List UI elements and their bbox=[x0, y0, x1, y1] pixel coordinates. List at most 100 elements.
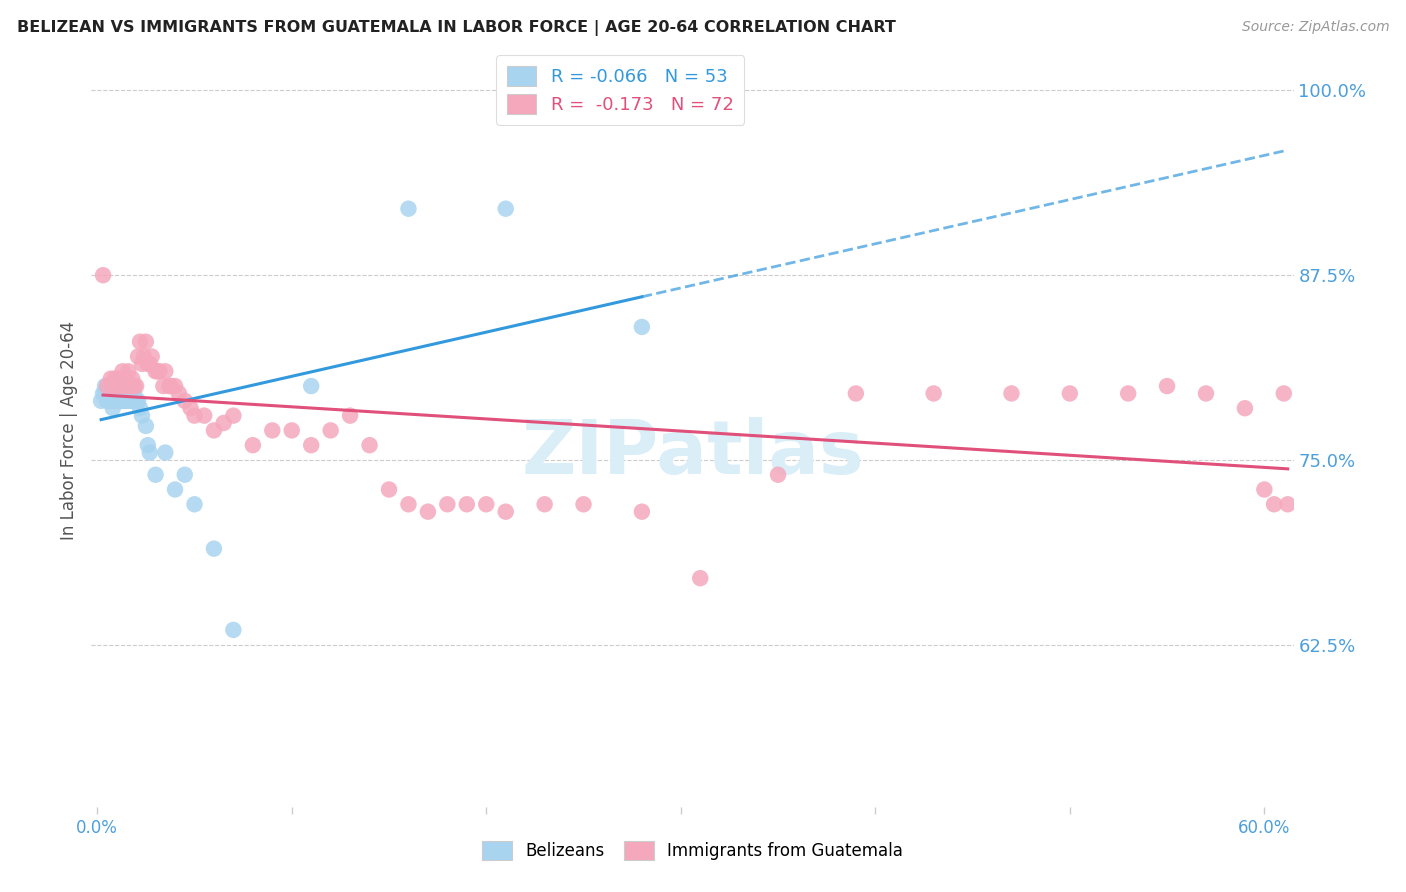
Point bbox=[129, 334, 152, 349]
Point bbox=[416, 505, 439, 519]
Point bbox=[160, 379, 183, 393]
Point bbox=[97, 393, 120, 408]
Point bbox=[495, 202, 517, 216]
Point bbox=[94, 386, 117, 401]
Point bbox=[121, 386, 143, 401]
Point bbox=[96, 393, 118, 408]
Point bbox=[117, 364, 139, 378]
Point bbox=[845, 386, 868, 401]
Point bbox=[105, 393, 128, 408]
Point bbox=[115, 379, 138, 393]
Point bbox=[115, 372, 138, 386]
Point bbox=[101, 393, 124, 408]
Point bbox=[495, 505, 517, 519]
Point bbox=[117, 386, 139, 401]
Point bbox=[110, 379, 132, 393]
Point bbox=[96, 379, 118, 393]
Point bbox=[533, 497, 555, 511]
Point bbox=[631, 505, 654, 519]
Point bbox=[193, 409, 215, 423]
Point bbox=[94, 379, 117, 393]
Point bbox=[1195, 386, 1218, 401]
Point bbox=[127, 393, 149, 408]
Point bbox=[105, 386, 128, 401]
Point bbox=[173, 467, 195, 482]
Point bbox=[145, 364, 167, 378]
Point bbox=[111, 364, 134, 378]
Point bbox=[104, 393, 127, 408]
Point bbox=[107, 393, 129, 408]
Point bbox=[359, 438, 381, 452]
Point bbox=[319, 424, 342, 438]
Point bbox=[1253, 483, 1275, 497]
Point bbox=[212, 416, 235, 430]
Point bbox=[1116, 386, 1139, 401]
Point bbox=[378, 483, 401, 497]
Point bbox=[135, 419, 157, 434]
Point bbox=[91, 386, 114, 401]
Point bbox=[136, 438, 159, 452]
Point bbox=[135, 334, 157, 349]
Text: BELIZEAN VS IMMIGRANTS FROM GUATEMALA IN LABOR FORCE | AGE 20-64 CORRELATION CHA: BELIZEAN VS IMMIGRANTS FROM GUATEMALA IN… bbox=[17, 20, 896, 36]
Point bbox=[1277, 497, 1299, 511]
Point bbox=[105, 386, 128, 401]
Point bbox=[572, 497, 595, 511]
Point bbox=[631, 320, 654, 334]
Point bbox=[120, 379, 142, 393]
Point bbox=[122, 379, 145, 393]
Point bbox=[173, 393, 195, 408]
Point bbox=[110, 393, 132, 408]
Point bbox=[117, 393, 139, 408]
Point bbox=[281, 424, 304, 438]
Point bbox=[122, 393, 145, 408]
Point bbox=[1156, 379, 1178, 393]
Point bbox=[148, 364, 170, 378]
Point bbox=[125, 379, 148, 393]
Point bbox=[100, 372, 122, 386]
Point bbox=[436, 497, 458, 511]
Point bbox=[398, 497, 420, 511]
Point bbox=[456, 497, 478, 511]
Point bbox=[299, 379, 322, 393]
Point bbox=[111, 393, 134, 408]
Point bbox=[155, 445, 177, 459]
Point bbox=[107, 393, 129, 408]
Point bbox=[163, 483, 186, 497]
Point bbox=[120, 393, 142, 408]
Text: Source: ZipAtlas.com: Source: ZipAtlas.com bbox=[1241, 20, 1389, 34]
Point bbox=[114, 379, 136, 393]
Point bbox=[163, 379, 186, 393]
Y-axis label: In Labor Force | Age 20-64: In Labor Force | Age 20-64 bbox=[59, 321, 77, 540]
Point bbox=[91, 268, 114, 283]
Point bbox=[121, 393, 143, 408]
Point bbox=[107, 372, 129, 386]
Point bbox=[90, 393, 112, 408]
Point bbox=[120, 393, 142, 408]
Point bbox=[339, 409, 361, 423]
Point bbox=[152, 379, 174, 393]
Point bbox=[136, 357, 159, 371]
Point bbox=[101, 401, 124, 416]
Point bbox=[145, 467, 167, 482]
Point bbox=[1272, 386, 1295, 401]
Point bbox=[114, 379, 136, 393]
Point bbox=[180, 401, 202, 416]
Text: ZIPatlas: ZIPatlas bbox=[522, 417, 863, 490]
Point bbox=[139, 445, 162, 459]
Point bbox=[141, 350, 163, 364]
Point bbox=[139, 357, 162, 371]
Point bbox=[100, 393, 122, 408]
Point bbox=[167, 386, 190, 401]
Point bbox=[1059, 386, 1081, 401]
Point bbox=[157, 379, 180, 393]
Point bbox=[222, 409, 245, 423]
Point bbox=[101, 379, 124, 393]
Point bbox=[155, 364, 177, 378]
Point bbox=[262, 424, 284, 438]
Point bbox=[475, 497, 498, 511]
Point bbox=[183, 409, 205, 423]
Point bbox=[202, 424, 225, 438]
Point bbox=[146, 364, 169, 378]
Point bbox=[122, 386, 145, 401]
Point bbox=[202, 541, 225, 556]
